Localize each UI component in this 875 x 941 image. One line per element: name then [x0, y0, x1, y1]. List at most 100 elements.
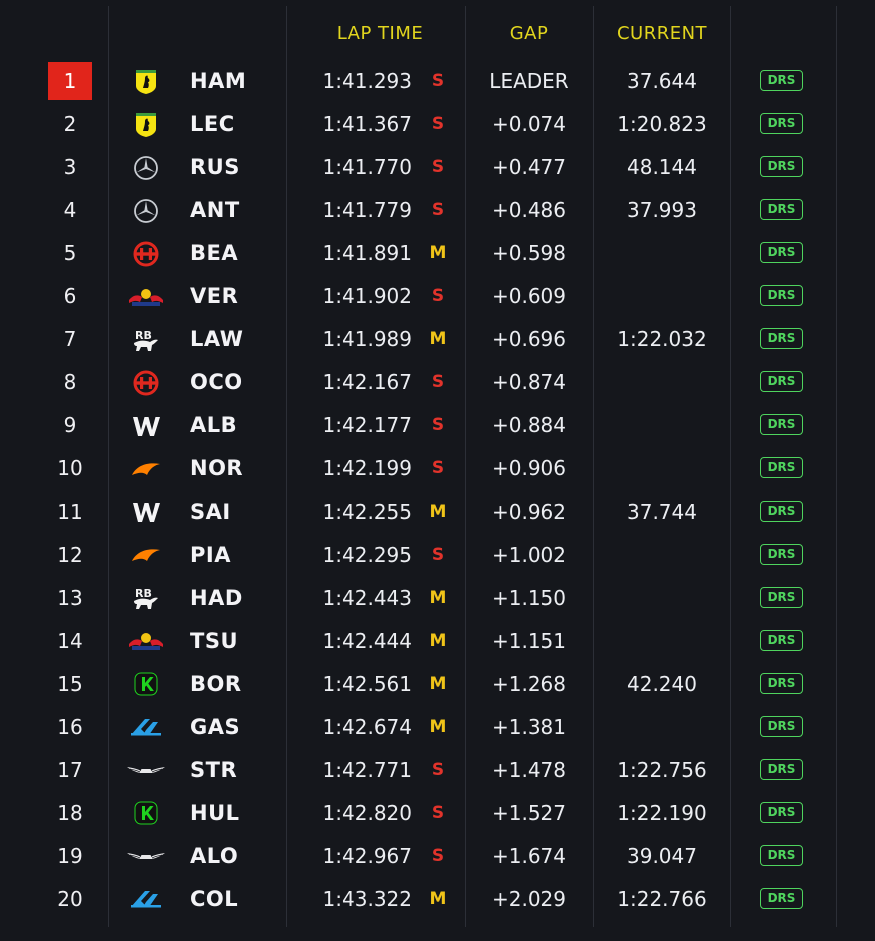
- driver-row[interactable]: 19 ALO 1:42.967 S +1.674 39.047 DRS: [0, 835, 875, 878]
- drs-badge: DRS: [760, 758, 803, 780]
- position-number: 18: [57, 800, 83, 825]
- gap-to-leader: +0.609: [491, 284, 566, 309]
- drs-badge: DRS: [760, 457, 803, 479]
- lap-time: 1:42.295: [322, 542, 412, 567]
- driver-code: ANT: [190, 198, 240, 223]
- driver-row[interactable]: 5 BEA 1:41.891 M +0.598 DRS: [0, 232, 875, 275]
- position-number: 19: [57, 843, 83, 868]
- gap-to-leader: +0.477: [491, 155, 566, 180]
- leader-position-badge: 1: [48, 62, 92, 100]
- driver-row[interactable]: 2 LEC 1:41.367 S +0.074 1:20.823 DRS: [0, 103, 875, 146]
- gap-to-leader: +0.884: [491, 413, 566, 438]
- driver-row[interactable]: 12 PIA 1:42.295 S +1.002 DRS: [0, 534, 875, 577]
- current-lap-time: 39.047: [627, 843, 697, 868]
- current-lap-time: 48.144: [627, 155, 697, 180]
- williams-icon: [126, 491, 166, 534]
- medium-tyre-indicator: M: [429, 716, 447, 737]
- driver-row[interactable]: 11 SAI 1:42.255 M +0.962 37.744 DRS: [0, 491, 875, 534]
- driver-row[interactable]: 15 BOR 1:42.561 M +1.268 42.240 DRS: [0, 663, 875, 706]
- driver-code: VER: [190, 284, 239, 309]
- driver-code: ALO: [190, 843, 239, 868]
- lap-time: 1:42.177: [322, 413, 412, 438]
- position-number: 7: [63, 327, 77, 352]
- current-lap-time: [598, 447, 726, 490]
- position-number: 5: [63, 241, 77, 266]
- driver-row[interactable]: 7 RB LAW 1:41.989 M +0.696 1:22.032 DRS: [0, 318, 875, 361]
- gap-to-leader: +1.151: [491, 628, 566, 653]
- current-lap-time: [598, 404, 726, 447]
- driver-row[interactable]: 17 STR 1:42.771 S +1.478 1:22.756 DRS: [0, 749, 875, 792]
- column-divider: [108, 6, 109, 927]
- driver-row[interactable]: 6 VER 1:41.902 S +0.609 DRS: [0, 275, 875, 318]
- lap-time: 1:41.779: [322, 198, 412, 223]
- position-number: 15: [57, 671, 83, 696]
- driver-code: BOR: [190, 671, 242, 696]
- soft-tyre-indicator: S: [431, 458, 445, 479]
- driver-row[interactable]: 3 RUS 1:41.770 S +0.477 48.144 DRS: [0, 146, 875, 189]
- redbull-icon: [126, 275, 166, 318]
- kick-sauber-icon: [126, 663, 166, 706]
- lap-time: 1:41.989: [322, 327, 412, 352]
- driver-code: SAI: [190, 499, 231, 524]
- column-divider: [730, 6, 731, 927]
- drs-badge: DRS: [760, 801, 803, 823]
- driver-row[interactable]: 16 GAS 1:42.674 M +1.381 DRS: [0, 706, 875, 749]
- current-lap-time: [598, 361, 726, 404]
- position-number: 13: [57, 585, 83, 610]
- soft-tyre-indicator: S: [431, 114, 445, 135]
- position-number: 2: [63, 112, 77, 137]
- medium-tyre-indicator: M: [429, 630, 447, 651]
- current-lap-time: 37.993: [627, 198, 697, 223]
- driver-row[interactable]: 9 ALB 1:42.177 S +0.884 DRS: [0, 404, 875, 447]
- position-number: 14: [57, 628, 83, 653]
- driver-row[interactable]: 13 RB HAD 1:42.443 M +1.150 DRS: [0, 577, 875, 620]
- drs-badge: DRS: [760, 500, 803, 522]
- ferrari-icon: [126, 60, 166, 103]
- driver-row[interactable]: 20 COL 1:43.322 M +2.029 1:22.766 DRS: [0, 878, 875, 921]
- current-lap-time: 37.644: [627, 69, 697, 93]
- position-number: 12: [57, 542, 83, 567]
- lap-time: 1:41.902: [322, 284, 412, 309]
- driver-code: ALB: [190, 413, 238, 438]
- gap-to-leader: +0.074: [491, 112, 566, 137]
- drs-badge: DRS: [760, 199, 803, 221]
- lap-time: 1:42.561: [322, 671, 412, 696]
- gap-to-leader: +0.486: [491, 198, 566, 223]
- lap-time: 1:42.443: [322, 585, 412, 610]
- driver-row[interactable]: 4 ANT 1:41.779 S +0.486 37.993 DRS: [0, 189, 875, 232]
- driver-row[interactable]: 1 HAM 1:41.293 S LEADER 37.644 DRS: [0, 60, 875, 103]
- position-number: 16: [57, 714, 83, 739]
- lap-time: 1:42.255: [322, 499, 412, 524]
- racing-bulls-icon: RB: [126, 318, 166, 361]
- position-number: 17: [57, 757, 83, 782]
- gap-to-leader: LEADER: [489, 69, 569, 93]
- position-number: 8: [63, 370, 77, 395]
- driver-row[interactable]: 18 HUL 1:42.820 S +1.527 1:22.190 DRS: [0, 792, 875, 835]
- column-divider: [286, 6, 287, 927]
- driver-code: NOR: [190, 456, 244, 481]
- current-lap-time: [598, 620, 726, 663]
- soft-tyre-indicator: S: [431, 845, 445, 866]
- soft-tyre-indicator: S: [431, 415, 445, 436]
- soft-tyre-indicator: S: [431, 157, 445, 178]
- current-lap-time: [598, 706, 726, 749]
- drs-badge: DRS: [760, 844, 803, 866]
- mercedes-icon: [126, 189, 166, 232]
- redbull-icon: [126, 620, 166, 663]
- lap-time: 1:42.771: [322, 757, 412, 782]
- medium-tyre-indicator: M: [429, 673, 447, 694]
- mclaren-icon: [126, 447, 166, 490]
- driver-row[interactable]: 10 NOR 1:42.199 S +0.906 DRS: [0, 447, 875, 490]
- gap-to-leader: +1.478: [491, 757, 566, 782]
- driver-row[interactable]: 14 TSU 1:42.444 M +1.151 DRS: [0, 620, 875, 663]
- mclaren-icon: [126, 534, 166, 577]
- driver-row[interactable]: 8 OCO 1:42.167 S +0.874 DRS: [0, 361, 875, 404]
- driver-code: GAS: [190, 714, 241, 739]
- lap-time: 1:43.322: [322, 886, 412, 911]
- lap-time: 1:42.167: [322, 370, 412, 395]
- driver-code: PIA: [190, 542, 231, 567]
- lap-time: 1:41.367: [322, 112, 412, 137]
- gap-to-leader: +0.906: [491, 456, 566, 481]
- soft-tyre-indicator: S: [431, 71, 445, 91]
